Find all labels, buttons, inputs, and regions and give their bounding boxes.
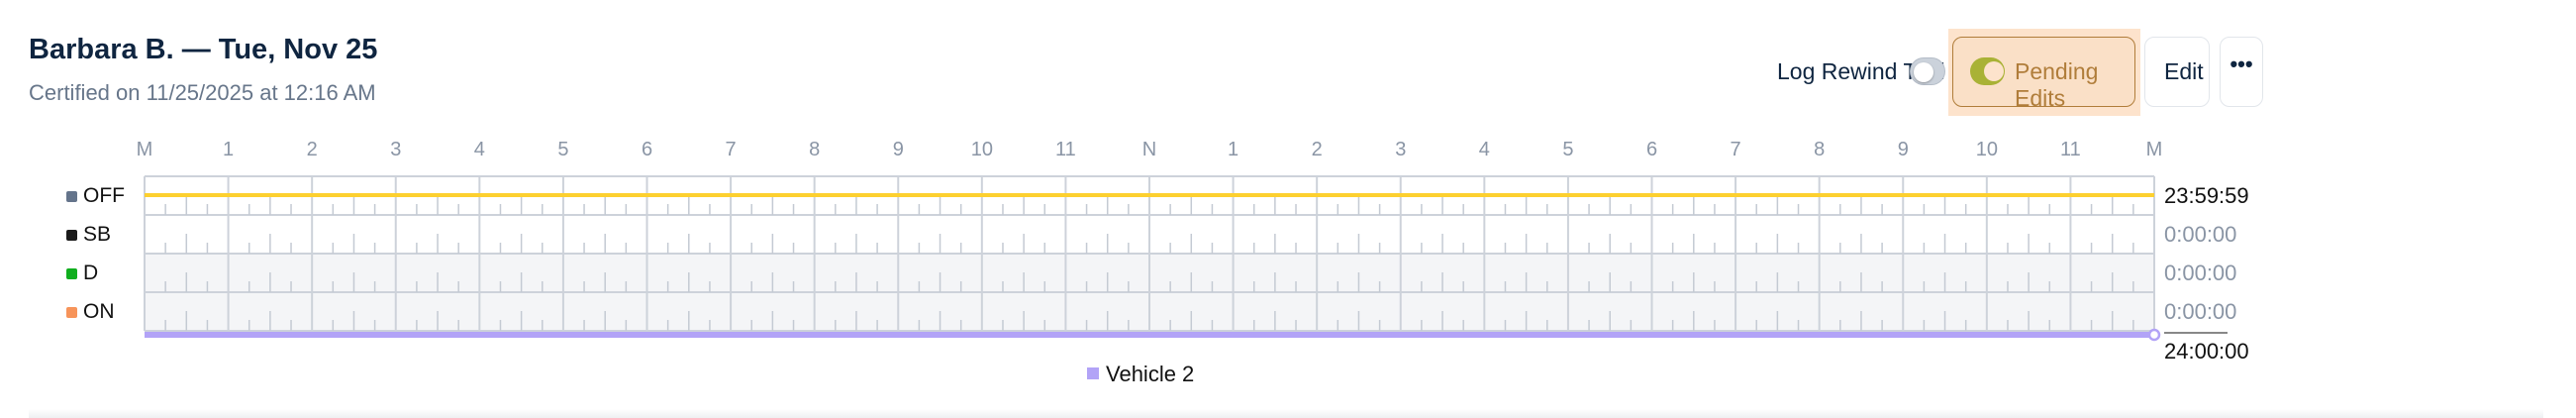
- toggle-knob: [1984, 61, 2004, 81]
- hour-label: M: [2145, 139, 2163, 160]
- edit-label: Edit: [2164, 58, 2204, 84]
- hour-label: 8: [809, 139, 821, 160]
- vehicle-legend-label: Vehicle 2: [1106, 362, 1195, 386]
- hour-label: 9: [1897, 139, 1909, 160]
- pending-edits-toggle[interactable]: [1970, 57, 2005, 85]
- pending-edits-button[interactable]: Pending Edits: [1952, 37, 2135, 111]
- hour-label: 5: [1562, 139, 1574, 160]
- hour-label: N: [1141, 139, 1157, 160]
- hour-label: 7: [1730, 139, 1741, 160]
- hour-label: 1: [1228, 139, 1239, 160]
- status-color-on: [66, 306, 77, 318]
- vehicle-legend-swatch: [1087, 367, 1099, 379]
- status-label: OFF: [83, 183, 125, 207]
- hour-label: 6: [641, 139, 653, 160]
- hour-label: 9: [892, 139, 904, 160]
- log-rewind-toggle[interactable]: [1910, 57, 1945, 85]
- hour-label: M: [136, 139, 153, 160]
- status-total: 23:59:59: [2164, 182, 2249, 208]
- status-total: 0:00:00: [2164, 298, 2237, 324]
- hour-label: 1: [223, 139, 235, 160]
- hour-label: 4: [473, 139, 485, 160]
- hour-label: 5: [557, 139, 569, 160]
- more-icon: •••: [2229, 52, 2253, 76]
- hour-label: 2: [1311, 139, 1323, 160]
- page-title: Barbara B. — Tue, Nov 25: [29, 34, 378, 65]
- edit-button[interactable]: Edit: [2144, 37, 2210, 107]
- status-color-sb: [66, 229, 77, 241]
- hour-label: 11: [1055, 139, 1076, 160]
- status-label: ON: [83, 299, 115, 323]
- status-label: SB: [83, 222, 112, 246]
- hour-label: 3: [1395, 139, 1407, 160]
- card-bottom-edge: [29, 409, 2543, 418]
- status-color-off: [66, 190, 77, 202]
- hour-label: 6: [1645, 139, 1658, 160]
- vehicle-end-handle: [2147, 328, 2161, 342]
- hour-label: 3: [390, 139, 402, 160]
- certified-subtitle: Certified on 11/25/2025 at 12:16 AM: [29, 80, 376, 105]
- grand-total: 24:00:00: [2164, 339, 2249, 364]
- hour-label: 7: [725, 139, 737, 160]
- total-divider: [2164, 332, 2228, 334]
- hour-label: 10: [970, 139, 993, 160]
- status-label: D: [83, 261, 99, 284]
- status-total: 0:00:00: [2164, 260, 2237, 285]
- hour-label: 4: [1478, 139, 1490, 160]
- hour-label: 10: [1975, 139, 1998, 160]
- more-options-button[interactable]: •••: [2220, 37, 2263, 107]
- status-total: 0:00:00: [2164, 221, 2237, 247]
- status-color-d: [66, 267, 77, 279]
- hour-label: 11: [2060, 139, 2081, 160]
- toggle-knob: [1914, 62, 1933, 82]
- hour-label: 8: [1814, 139, 1826, 160]
- pending-edits-label: Pending Edits: [2015, 58, 2099, 111]
- hour-label: 2: [306, 139, 318, 160]
